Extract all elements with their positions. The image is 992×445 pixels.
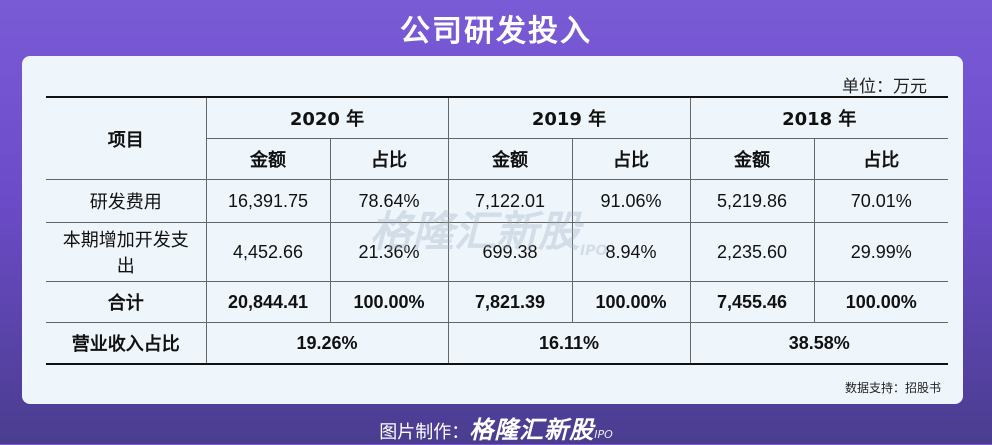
table-row: 研发费用 16,391.75 78.64% 7,122.01 91.06% 5,…	[46, 179, 948, 223]
year-header: 2020 年	[205, 96, 449, 139]
row-label: 营业收入占比	[46, 322, 207, 365]
content-card: 单位：万元 项目 2020 年 2019 年 2018 年 金额 占比 金额 占…	[22, 56, 963, 404]
sub-header-row: 金额 占比 金额 占比 金额 占比	[46, 138, 948, 180]
page-title: 公司研发投入	[400, 14, 592, 49]
table-cell: 16,391.75	[205, 179, 331, 223]
table-cell: 20,844.41	[205, 281, 331, 323]
table-cell: 699.38	[447, 222, 573, 282]
revenue-ratio-row: 营业收入占比 19.26% 16.11% 38.58%	[46, 322, 948, 365]
unit-label: 单位：万元	[842, 77, 927, 97]
row-label: 研发费用	[46, 179, 207, 223]
table-cell: 5,219.86	[689, 179, 815, 223]
row-label: 合计	[46, 281, 207, 323]
ratio-header: 占比	[571, 138, 691, 180]
table-cell: 78.64%	[329, 179, 449, 223]
year-header: 2018 年	[689, 96, 948, 139]
footer-credit: 图片制作：格隆汇新股IPO	[0, 410, 992, 445]
table-cell: 19.26%	[205, 322, 449, 365]
table-cell: 29.99%	[813, 222, 948, 282]
table-cell: 100.00%	[813, 281, 948, 323]
row-label: 本期增加开发支出	[46, 222, 207, 282]
table-cell: 21.36%	[329, 222, 449, 282]
table-cell: 38.58%	[689, 322, 948, 365]
rd-investment-table: 项目 2020 年 2019 年 2018 年 金额 占比 金额 占比 金额 占…	[46, 96, 948, 365]
table-cell: 100.00%	[571, 281, 691, 323]
table-cell: 2,235.60	[689, 222, 815, 282]
table-cell: 16.11%	[447, 322, 691, 365]
footer-suffix: IPO	[594, 428, 613, 441]
table-cell: 8.94%	[571, 222, 691, 282]
footer-brand: 格隆汇新股	[469, 416, 595, 444]
table-cell: 7,821.39	[447, 281, 573, 323]
year-header: 2019 年	[447, 96, 691, 139]
amount-header: 金额	[205, 138, 331, 180]
data-source: 数据支持：招股书	[844, 381, 941, 395]
table-cell: 4,452.66	[205, 222, 331, 282]
amount-header: 金额	[447, 138, 573, 180]
table-cell: 7,455.46	[689, 281, 815, 323]
table-cell: 100.00%	[329, 281, 449, 323]
year-header-row: 项目 2020 年 2019 年 2018 年	[46, 96, 948, 180]
footer-prefix: 图片制作：	[379, 422, 470, 443]
ratio-header: 占比	[329, 138, 449, 180]
table-cell: 70.01%	[813, 179, 948, 223]
total-row: 合计 20,844.41 100.00% 7,821.39 100.00% 7,…	[46, 281, 948, 323]
ratio-header: 占比	[813, 138, 948, 180]
table-cell: 91.06%	[571, 179, 691, 223]
amount-header: 金额	[689, 138, 815, 180]
table-cell: 7,122.01	[447, 179, 573, 223]
item-header: 项目	[46, 96, 207, 180]
table-row: 本期增加开发支出 4,452.66 21.36% 699.38 8.94% 2,…	[46, 222, 948, 282]
